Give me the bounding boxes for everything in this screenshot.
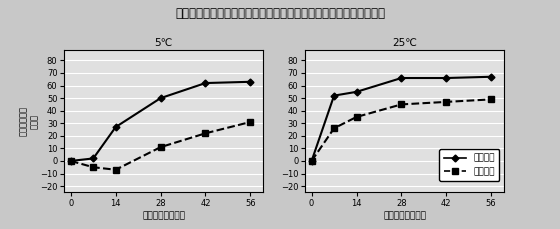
- Text: 5℃: 5℃: [155, 38, 173, 48]
- X-axis label: 無機化日数（日）: 無機化日数（日）: [142, 211, 185, 220]
- X-axis label: 無機化日数（日）: 無機化日数（日）: [383, 211, 426, 220]
- Y-axis label: 窒素無機化率
（％）: 窒素無機化率 （％）: [19, 106, 39, 136]
- Legend: ひまし箕, なたね箕: ひまし箕, なたね箕: [439, 149, 500, 181]
- Text: 25℃: 25℃: [392, 38, 417, 48]
- Text: 図　畑条件下における各種有機質肥料の窒素無機化率（黒ぼく土）: 図 畑条件下における各種有機質肥料の窒素無機化率（黒ぼく土）: [175, 7, 385, 20]
